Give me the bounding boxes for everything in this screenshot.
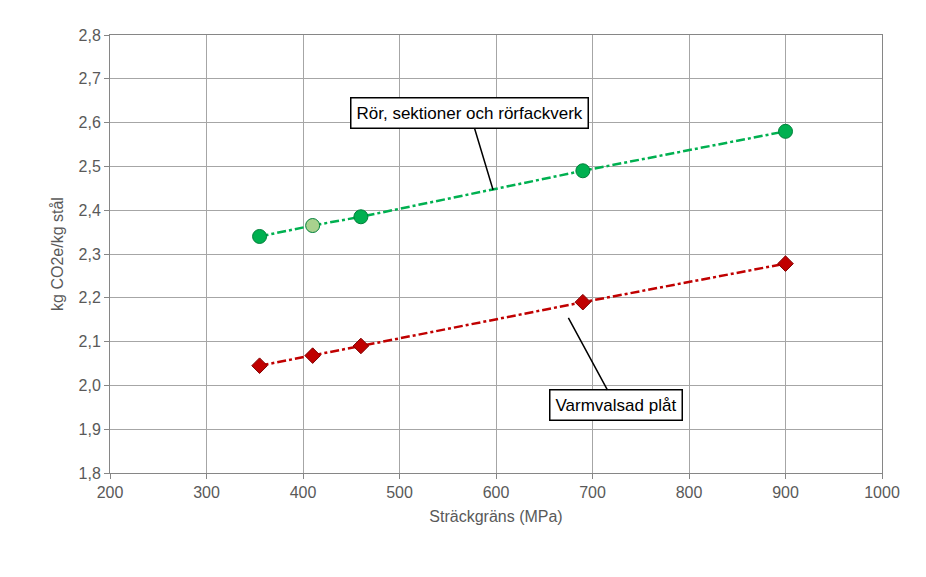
svg-text:500: 500 [386,484,413,501]
svg-text:2,6: 2,6 [79,114,101,131]
svg-text:Sträckgräns (MPa): Sträckgräns (MPa) [429,508,562,525]
svg-text:2,5: 2,5 [79,158,101,175]
svg-text:2,4: 2,4 [79,202,101,219]
svg-text:900: 900 [772,484,799,501]
svg-text:2,8: 2,8 [79,27,101,44]
svg-text:kg CO2e/kg stål: kg CO2e/kg stål [49,197,66,311]
svg-text:400: 400 [290,484,317,501]
svg-text:300: 300 [193,484,220,501]
svg-text:700: 700 [579,484,606,501]
svg-text:600: 600 [483,484,510,501]
svg-text:1,8: 1,8 [79,465,101,482]
svg-text:2,1: 2,1 [79,333,101,350]
svg-text:200: 200 [97,484,124,501]
svg-text:1,9: 1,9 [79,421,101,438]
svg-text:2,2: 2,2 [79,289,101,306]
svg-text:2,7: 2,7 [79,70,101,87]
svg-text:Rör, sektioner och rörfackverk: Rör, sektioner och rörfackverk [357,104,583,123]
svg-text:Varmvalsad plåt: Varmvalsad plåt [556,396,677,415]
svg-text:1000: 1000 [864,484,900,501]
svg-text:2,0: 2,0 [79,377,101,394]
svg-text:800: 800 [676,484,703,501]
svg-text:2,3: 2,3 [79,246,101,263]
